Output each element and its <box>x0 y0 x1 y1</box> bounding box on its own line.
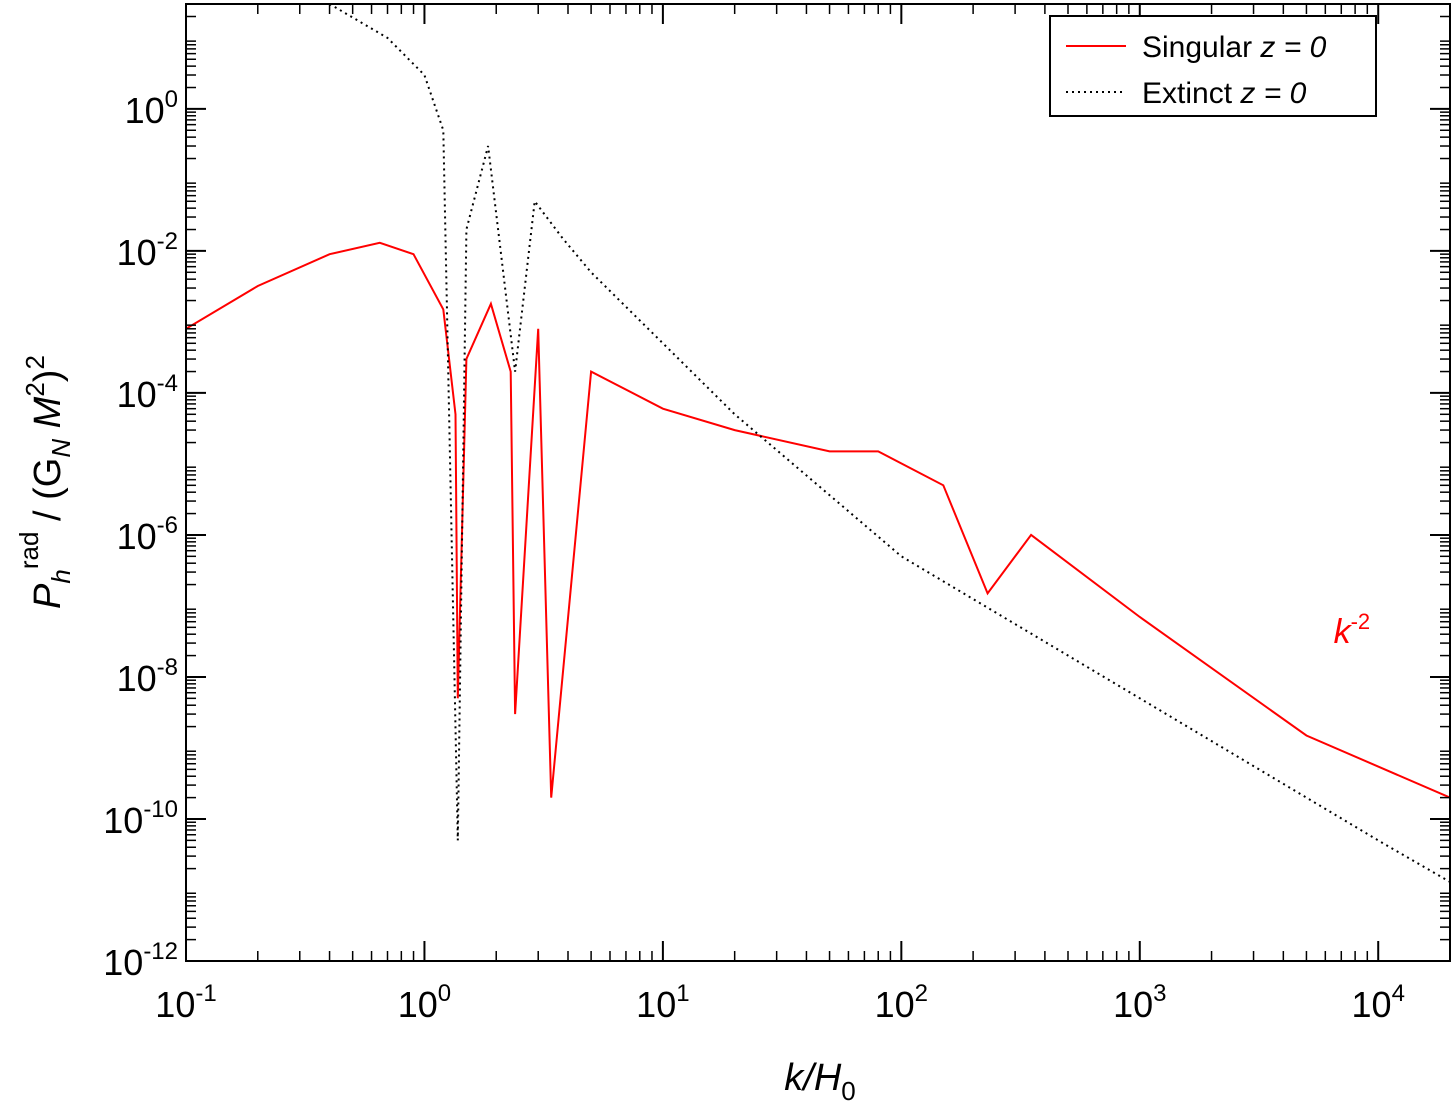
x-tick-label: 100 <box>398 980 451 1025</box>
legend-label-singular: Singular z = 0 <box>1142 31 1327 64</box>
y-tick-label: 10-10 <box>103 796 178 841</box>
major-ticks <box>185 4 1450 962</box>
y-tick-label: 10-12 <box>103 938 178 983</box>
minor-ticks <box>186 4 1450 961</box>
x-tick-labels: 10-1 100 101 102 103 104 <box>155 980 1405 1025</box>
legend-box <box>1049 15 1377 117</box>
x-tick-label: 103 <box>1113 980 1166 1025</box>
series-line-0 <box>186 241 1450 799</box>
x-axis-label: k/H0 <box>784 1057 855 1106</box>
plot-frame <box>185 3 1451 962</box>
y-axis-label: Phrad / (GN M2)2 <box>14 355 76 609</box>
x-tick-label: 101 <box>636 980 689 1025</box>
legend-label-extinct: Extinct z = 0 <box>1142 77 1307 110</box>
series-layer <box>186 4 1450 883</box>
k-minus-2-annotation: k-2 <box>1334 609 1371 651</box>
y-tick-label: 100 <box>125 86 178 131</box>
y-tick-label: 10-8 <box>117 654 178 699</box>
y-tick-label: 10-2 <box>117 228 178 273</box>
x-tick-label: 104 <box>1352 980 1405 1025</box>
legend: Singular z = 0 Extinct z = 0 <box>1049 15 1377 117</box>
y-tick-label: 10-6 <box>117 512 178 557</box>
y-tick-labels: 100 10-2 10-4 10-6 10-8 10-10 10-12 <box>103 86 178 983</box>
x-tick-label: 10-1 <box>155 980 216 1025</box>
y-tick-label: 10-4 <box>117 370 178 415</box>
x-tick-label: 102 <box>875 980 928 1025</box>
